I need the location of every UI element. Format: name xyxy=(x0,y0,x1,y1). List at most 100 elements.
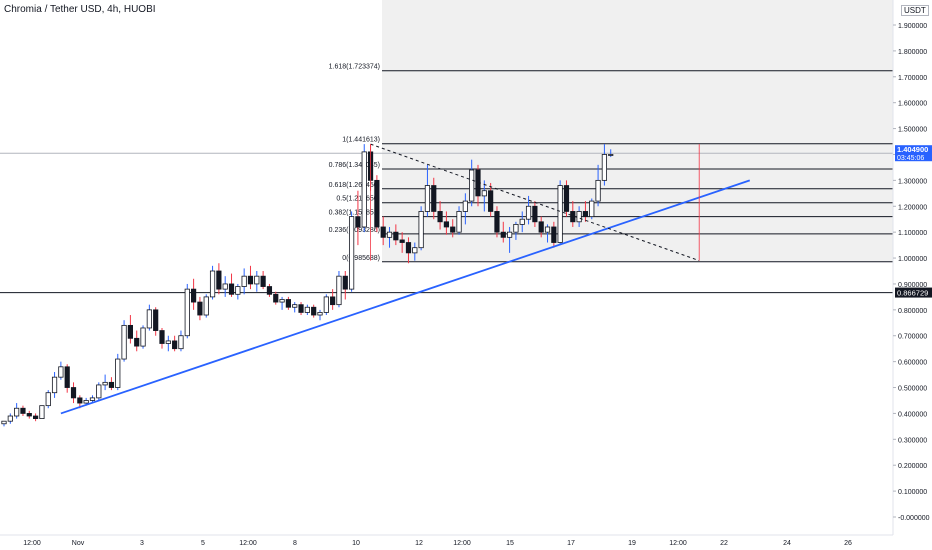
candle-body xyxy=(197,301,203,316)
candle-body xyxy=(83,400,89,404)
level-price-tag[interactable] xyxy=(895,287,932,298)
currency-label[interactable]: USDT xyxy=(901,5,929,16)
trendline-down[interactable] xyxy=(370,143,700,262)
candle-body xyxy=(45,392,51,407)
candle-body xyxy=(481,190,487,197)
candle-body xyxy=(601,154,608,181)
candle-body xyxy=(58,366,64,378)
x-tick-label: 17 xyxy=(567,540,575,547)
y-tick-label: 1.700000 xyxy=(898,75,927,82)
fib-label: 1.618(1.723374) xyxy=(329,64,380,71)
candle-body xyxy=(127,324,133,339)
y-tick-label: 0.500000 xyxy=(898,386,927,393)
candle-body xyxy=(279,299,285,303)
candle-body xyxy=(260,275,266,287)
candle-body xyxy=(462,200,468,212)
fib-label: 0(0.985688) xyxy=(342,255,380,262)
candle-body xyxy=(108,381,115,388)
y-tick-label: -0.000000 xyxy=(898,515,930,522)
candle-body xyxy=(1,420,7,425)
x-tick-label: 5 xyxy=(201,540,205,547)
candle-body xyxy=(203,296,209,316)
candle-body xyxy=(412,247,418,254)
candle-body xyxy=(14,407,20,417)
y-tick-label: 0.900000 xyxy=(898,282,927,289)
candle-body xyxy=(39,405,45,419)
candle-body xyxy=(506,231,513,238)
fib-label: 0.618(1.267450) xyxy=(329,182,380,189)
candle-body xyxy=(7,415,13,422)
candle-body xyxy=(323,296,329,313)
candle-body xyxy=(513,223,519,233)
candle-body xyxy=(450,226,456,233)
candle-body xyxy=(488,190,494,212)
last-price-tag[interactable] xyxy=(895,145,932,162)
candle-body xyxy=(355,216,361,228)
x-tick-label: 12 xyxy=(415,540,423,547)
candle-body xyxy=(393,231,399,241)
y-tick-label: 1.800000 xyxy=(898,49,927,56)
candle-body xyxy=(437,211,443,223)
candle-body xyxy=(51,376,58,394)
chart-title: Chromia / Tether USD, 4h, HUOBI xyxy=(4,4,156,15)
candle-body xyxy=(330,296,336,306)
candle-body xyxy=(64,366,70,388)
candle-body xyxy=(405,242,412,254)
candle-body xyxy=(386,231,393,238)
candle-body xyxy=(235,286,241,295)
y-tick-label: 1.600000 xyxy=(898,101,927,108)
x-tick-label: Nov xyxy=(72,540,85,547)
candle-body xyxy=(247,275,254,285)
candle-body xyxy=(342,275,348,290)
x-tick-label: 26 xyxy=(844,540,852,547)
candle-body xyxy=(557,185,563,243)
y-tick-label: 0.400000 xyxy=(898,411,927,418)
candle-body xyxy=(311,306,317,316)
last-price-countdown: 03:45:06 xyxy=(897,155,924,162)
candle-body xyxy=(500,231,506,238)
candle-body xyxy=(608,154,614,156)
candle-body xyxy=(96,384,102,399)
x-tick-label: 3 xyxy=(140,540,144,547)
candle-body xyxy=(469,169,475,202)
candle-body xyxy=(418,211,424,249)
x-tick-label: 12:00 xyxy=(239,540,257,547)
candle-body xyxy=(26,413,32,417)
candle-body xyxy=(89,397,96,401)
candle-body xyxy=(77,397,83,404)
y-tick-label: 0.800000 xyxy=(898,308,927,315)
x-tick-label: 12:00 xyxy=(23,540,41,547)
candle-body xyxy=(178,335,184,350)
level-price-value: 0.866729 xyxy=(897,289,928,298)
candle-body xyxy=(538,221,544,233)
y-tick-label: 1.000000 xyxy=(898,256,927,263)
candle-body xyxy=(361,151,367,228)
candle-body xyxy=(431,185,437,212)
candle-body xyxy=(140,327,146,347)
y-tick-label: 0.600000 xyxy=(898,360,927,367)
candle-body xyxy=(184,288,190,337)
candle-body xyxy=(159,330,165,344)
candle-body xyxy=(563,185,570,212)
candle-body xyxy=(304,306,310,313)
x-tick-label: 15 xyxy=(506,540,514,547)
candle-body xyxy=(374,179,380,228)
candle-body xyxy=(134,337,140,347)
fib-label: 0.786(1.344045) xyxy=(329,162,380,169)
candle-body xyxy=(241,275,247,287)
candle-body xyxy=(292,304,298,308)
x-tick-label: 24 xyxy=(783,540,791,547)
candle-body xyxy=(172,340,178,350)
y-tick-label: 0.100000 xyxy=(898,489,927,496)
candle-body xyxy=(190,288,197,303)
y-tick-label: 0.300000 xyxy=(898,437,927,444)
x-tick-label: 12:00 xyxy=(453,540,471,547)
trendline-up[interactable] xyxy=(60,179,751,415)
candle-body xyxy=(153,309,159,331)
candle-body xyxy=(443,221,450,228)
candle-body xyxy=(266,286,273,295)
y-tick-label: 1.200000 xyxy=(898,204,927,211)
candle-body xyxy=(228,283,235,295)
candle-body xyxy=(595,179,601,202)
